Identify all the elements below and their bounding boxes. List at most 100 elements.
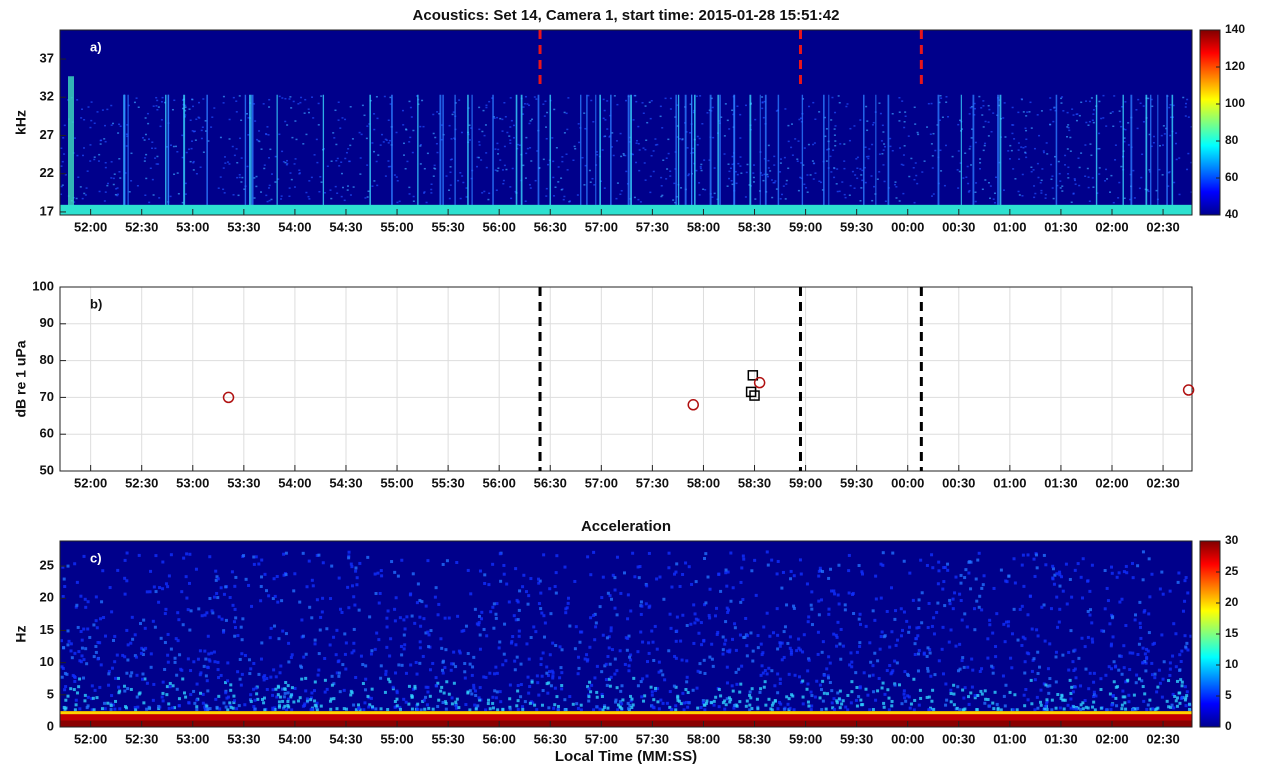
spectrogram-cell — [114, 173, 116, 175]
spectrogram-cell — [807, 620, 810, 623]
spectrogram-cell — [877, 178, 879, 180]
spectrogram-cell — [250, 700, 253, 703]
spectrogram-cell — [427, 153, 429, 155]
spectrogram-cell — [873, 186, 875, 188]
spectrogram-cell — [742, 558, 745, 561]
spectrogram-cell — [65, 174, 67, 176]
spectrogram-cell — [971, 669, 974, 672]
spectrogram-cell — [930, 700, 933, 703]
spectrogram-cell — [475, 707, 478, 710]
spectrogram-cell — [1092, 701, 1095, 704]
spectrogram-cell — [280, 599, 283, 602]
spectrogram-cell — [513, 125, 515, 127]
x-tick-label: 56:00 — [483, 219, 516, 234]
spectrogram-cell — [608, 646, 611, 649]
spectrogram-cell — [416, 601, 419, 604]
spectrogram-cell — [764, 669, 767, 672]
spectrogram-cell — [588, 687, 591, 690]
spectrogram-cell — [883, 143, 885, 145]
spectrogram-cell — [596, 154, 598, 156]
spectrogram-cell — [197, 607, 200, 610]
spectrogram-cell — [1044, 640, 1047, 643]
spectrogram-cell — [522, 165, 524, 167]
spectrogram-cell — [1166, 700, 1169, 703]
spectrogram-cell — [624, 155, 626, 157]
spectrogram-cell — [101, 707, 104, 710]
spectrogram-cell — [377, 154, 379, 156]
spectrogram-cell — [725, 569, 728, 572]
spectrogram-cell — [833, 177, 835, 179]
spectrogram-cell — [854, 187, 856, 189]
spectrogram-cell — [338, 119, 340, 121]
spectrogram-cell — [343, 707, 346, 710]
spectrogram-cell — [724, 639, 727, 642]
spectrogram-cell — [485, 105, 487, 107]
spectrogram-cell — [223, 167, 225, 169]
spectrogram-cell — [339, 127, 341, 129]
spectrogram-cell — [377, 638, 380, 641]
spectrogram-cell — [1118, 182, 1120, 184]
spectrogram-cell — [162, 97, 164, 99]
spectrogram-burst — [68, 76, 74, 209]
spectrogram-cell — [1034, 148, 1036, 150]
spectrogram-cell — [362, 708, 365, 711]
spectrogram-cell — [399, 201, 401, 203]
spectrogram-cell — [732, 707, 735, 710]
spectrogram-cell — [539, 592, 542, 595]
spectrogram-cell — [397, 663, 400, 666]
spectrogram-cell — [957, 169, 959, 171]
x-tick-label: 58:30 — [738, 475, 771, 490]
spectrogram-cell — [290, 693, 293, 696]
spectrogram-cell — [628, 656, 631, 659]
spectrogram-cell — [460, 198, 462, 200]
spectrogram-cell — [930, 553, 933, 556]
spectrogram-cell — [89, 127, 91, 128]
spectrogram-cell — [233, 585, 236, 588]
spectrogram-cell — [600, 670, 603, 673]
spectrogram-cell — [1171, 655, 1174, 658]
spectrogram-cell — [958, 708, 961, 711]
spectrogram-cell — [704, 189, 706, 191]
spectrogram-cell — [700, 168, 702, 170]
spectrogram-cell — [193, 131, 195, 133]
spectrogram-cell — [441, 661, 444, 664]
spectrogram-cell — [269, 636, 272, 639]
spectrogram-cell — [148, 138, 150, 140]
x-tick-label: 53:30 — [227, 475, 260, 490]
spectrogram-cell — [401, 664, 404, 667]
spectrogram-cell — [1143, 692, 1146, 695]
spectrogram-cell — [593, 676, 596, 679]
spectrogram-cell — [798, 119, 800, 121]
spectrogram-cell — [810, 705, 813, 708]
spectrogram-cell — [1185, 103, 1187, 105]
x-tick-label: 02:00 — [1095, 219, 1128, 234]
spectrogram-cell — [1087, 687, 1090, 690]
spectrogram-cell — [461, 630, 464, 633]
spectrogram-cell — [542, 103, 544, 105]
spectrogram-cell — [780, 158, 782, 160]
spectrogram-cell — [404, 627, 407, 630]
spectrogram-cell — [712, 137, 714, 139]
spectrogram-cell — [118, 690, 121, 693]
spectrogram-cell — [1111, 615, 1114, 618]
spectrogram-cell — [462, 182, 464, 184]
spectrogram-cell — [1100, 629, 1103, 632]
spectrogram-cell — [1117, 669, 1120, 672]
spectrogram-cell — [123, 577, 126, 580]
spectrogram-cell — [946, 569, 949, 572]
spectrogram-cell — [221, 618, 224, 621]
spectrogram-cell — [1011, 632, 1014, 635]
spectrogram-cell — [1091, 638, 1094, 641]
spectrogram-cell — [923, 653, 926, 656]
spectrogram-cell — [98, 641, 101, 644]
spectrogram-cell — [207, 635, 210, 638]
spectrogram-cell — [840, 628, 843, 631]
spectrogram-cell — [329, 189, 331, 191]
spectrogram-cell — [928, 696, 931, 699]
spectrogram-cell — [155, 105, 157, 107]
spectrogram-cell — [297, 699, 300, 702]
y-axis-label: kHz — [13, 110, 29, 135]
spectrogram-cell — [117, 194, 119, 196]
spectrogram-cell — [405, 129, 407, 131]
spectrogram-cell — [740, 665, 743, 668]
